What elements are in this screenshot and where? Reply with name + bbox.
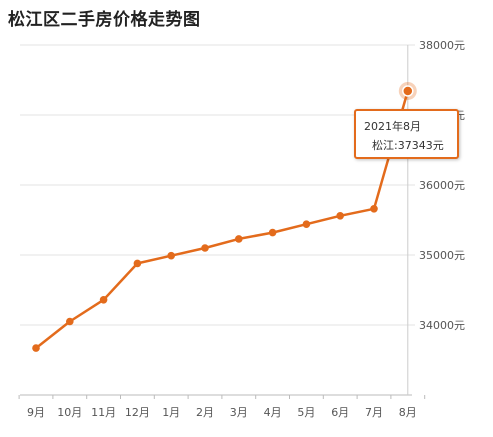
data-point [235,235,243,243]
data-point [302,220,311,228]
x-tick-label: 11月 [91,406,116,419]
data-point [402,85,414,97]
y-tick-label: 34000元 [419,319,465,332]
data-point [336,212,345,220]
x-axis-ticks [18,395,426,399]
x-tick-label: 5月 [297,406,315,419]
data-point [99,296,108,304]
tooltip-date: 2021年8月 [364,120,421,133]
x-tick-label: 9月 [27,406,45,419]
series-line [34,89,410,350]
x-tick-label: 6月 [331,406,349,419]
chart-title: 松江区二手房价格走势图 [8,10,201,30]
y-axis-tick-labels: 34000元35000元36000元37000元38000元 [419,39,465,332]
data-point [66,317,74,326]
x-axis-tick-labels: 9月 10月 11月 12月 1月 2月 3月 4月 5月 6月 7月 8月 [27,406,417,419]
data-point [167,251,175,260]
x-tick-label: 10月 [57,406,82,419]
y-tick-label: 36000元 [419,179,465,192]
x-tick-label: 1月 [162,406,180,419]
x-tick-label: 8月 [399,406,417,419]
data-point [133,259,142,268]
x-tick-label: 3月 [230,406,248,419]
data-points [32,81,417,352]
tooltip-value: 松江:37343元 [372,139,444,152]
y-tick-label: 38000元 [419,39,465,52]
tooltip: 2021年8月 松江:37343元 [354,109,459,159]
y-tick-label: 35000元 [419,249,465,262]
x-tick-label: 2月 [196,406,214,419]
data-point [201,244,209,252]
data-point [32,344,40,352]
x-tick-label: 12月 [125,406,150,419]
data-point [268,228,277,237]
data-point [370,205,378,213]
gridlines [20,44,415,326]
x-tick-label: 4月 [264,406,282,419]
x-tick-label: 7月 [365,406,383,419]
series-layer [34,45,410,395]
